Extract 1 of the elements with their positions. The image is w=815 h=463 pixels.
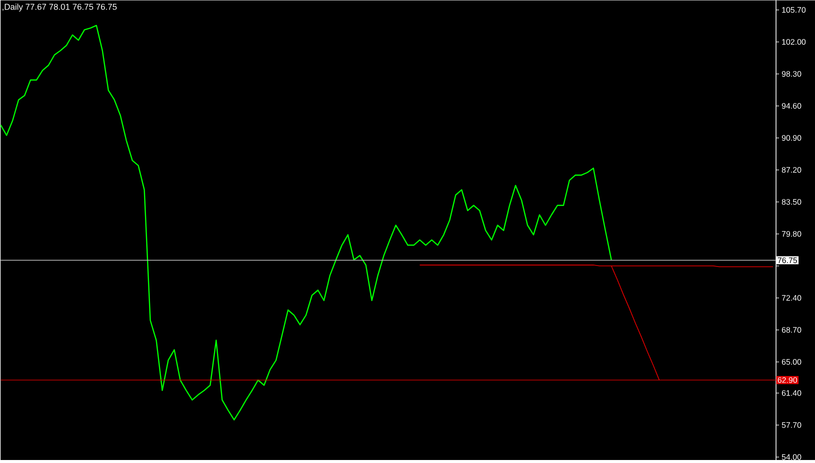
chart-title: ,Daily 77.67 78.01 76.75 76.75 xyxy=(2,4,117,12)
